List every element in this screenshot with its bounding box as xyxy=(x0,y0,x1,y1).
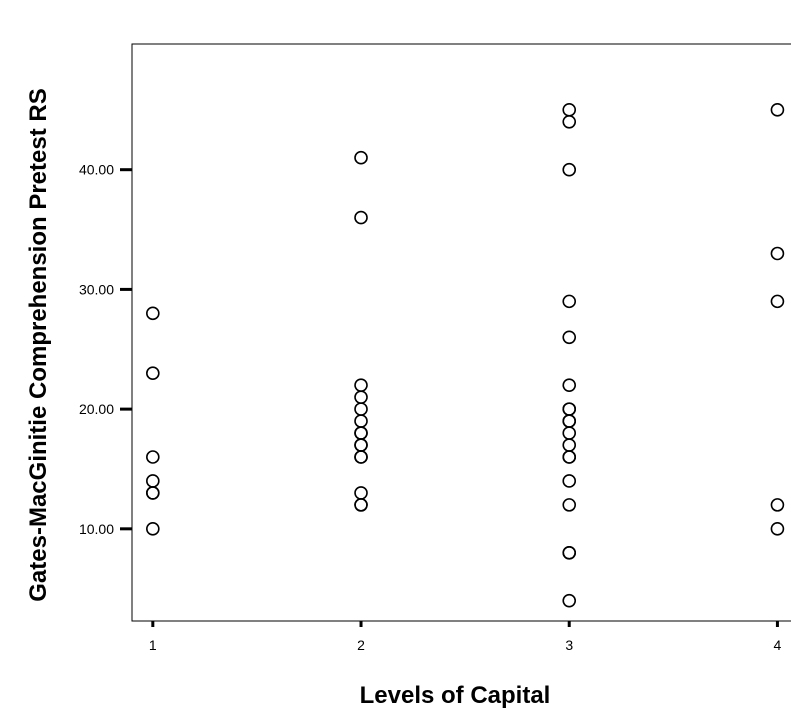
x-axis-ticks: 1 2 3 4 xyxy=(149,621,782,653)
x-tick-label: 2 xyxy=(357,637,365,653)
y-tick-label: 10.00 xyxy=(79,521,114,537)
y-tick-label: 40.00 xyxy=(79,162,114,178)
x-axis-title: Levels of Capital xyxy=(360,682,551,708)
plot-frame xyxy=(132,44,791,621)
y-tick-label: 30.00 xyxy=(79,281,114,297)
y-axis-ticks: 10.00 20.00 30.00 40.00 xyxy=(79,162,132,537)
x-tick-label: 1 xyxy=(149,637,157,653)
x-tick-label: 3 xyxy=(565,637,573,653)
x-tick-label: 4 xyxy=(774,637,782,653)
y-tick-label: 20.00 xyxy=(79,401,114,417)
y-axis-title: Gates-MacGinitie Comprehension Pretest R… xyxy=(25,88,52,601)
